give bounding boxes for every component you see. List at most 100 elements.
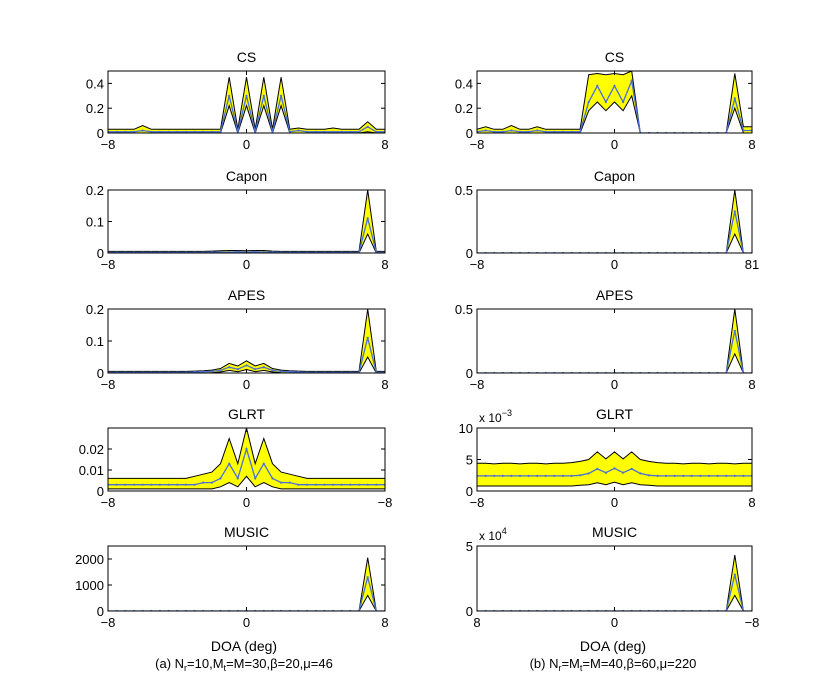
mean-point [604, 100, 608, 104]
confidence-band [477, 309, 752, 373]
mean-point [647, 474, 651, 477]
mean-point [570, 474, 573, 477]
mean-point [742, 474, 745, 477]
mean-point [699, 474, 702, 477]
y-tick-label: 0 [466, 604, 473, 619]
mean-point [375, 483, 378, 486]
confidence-band [108, 190, 385, 253]
y-tick-label: 0 [466, 246, 473, 261]
caption-right-part: =M=40,β=60,μ=220 [582, 656, 696, 671]
x-tick-label: 0 [611, 377, 618, 392]
y-tick-label: 0.2 [86, 183, 104, 198]
mean-point [323, 483, 326, 486]
x-tick-label: −8 [470, 377, 485, 392]
plot-area [108, 309, 385, 373]
mean-point [193, 130, 196, 133]
mean-point [228, 366, 231, 369]
mean-point [553, 474, 556, 477]
x-tick-label: 8 [381, 257, 388, 272]
mean-point [297, 129, 300, 132]
y-tick-label: 0 [97, 604, 104, 619]
mean-point [544, 130, 547, 133]
mean-point [742, 129, 745, 132]
mean-point [219, 130, 222, 133]
mean-point [271, 130, 274, 133]
mean-point [184, 483, 187, 486]
mean-point [349, 130, 352, 133]
mean-line [477, 574, 752, 611]
mean-point [570, 130, 573, 133]
x-tick-label: 0 [243, 137, 250, 152]
confidence-band [108, 557, 385, 611]
mean-point [297, 370, 300, 373]
mean-point [357, 483, 361, 486]
y-tick-label: 0 [97, 484, 104, 499]
upper-envelope-line [477, 555, 752, 611]
axes-frame [476, 545, 753, 612]
plot-area [477, 309, 752, 373]
mean-point [236, 477, 239, 480]
mean-point [210, 130, 213, 133]
caption-left: (a) Nr=10,Mt=M=30,β=20,μ=46 [155, 656, 333, 673]
mean-point [271, 477, 274, 480]
mean-point [184, 130, 187, 133]
y-tick-label: 5 [466, 453, 473, 468]
caption-right: (b) Nr=Mt=M=40,β=60,μ=220 [530, 656, 697, 673]
mean-point [323, 130, 326, 133]
mean-point [115, 130, 118, 133]
mean-point [725, 474, 728, 477]
upper-envelope-line [477, 451, 752, 465]
x-tick-label: 8 [748, 377, 755, 392]
mean-point [340, 130, 343, 133]
mean-point [202, 370, 205, 373]
mean-point [622, 100, 625, 104]
mean-point [484, 474, 487, 477]
y-tick-label: 0.01 [79, 463, 104, 478]
confidence-band [108, 309, 385, 373]
plot-area [108, 557, 385, 611]
mean-point [733, 210, 736, 213]
mean-point [176, 130, 179, 133]
x-tick-label: −8 [101, 257, 116, 272]
mean-point [579, 474, 582, 477]
plot-area [108, 428, 385, 490]
caption-right-part: (b) N [530, 656, 559, 671]
mean-point [245, 447, 248, 451]
mean-point [254, 477, 257, 480]
mean-point [228, 462, 231, 465]
mean-point [527, 474, 530, 477]
mean-point [366, 217, 369, 220]
y-exponent-power: −3 [502, 408, 512, 418]
mean-point [150, 130, 153, 133]
plot-area [477, 190, 752, 253]
mean-point [733, 573, 736, 576]
mean-point [245, 94, 248, 97]
axes-frame [107, 545, 386, 612]
mean-point [202, 481, 205, 484]
upper-envelope-line [108, 77, 385, 130]
caption-right-sub: t [580, 663, 583, 673]
caption-left-sub: t [224, 663, 227, 673]
mean-point [280, 370, 283, 373]
mean-point [124, 130, 127, 133]
x-tick-label: 81 [745, 257, 759, 272]
mean-point [527, 130, 530, 133]
plot-area [108, 77, 385, 133]
mean-point [332, 130, 335, 133]
mean-point [245, 364, 248, 367]
mean-point [656, 474, 659, 477]
x-tick-label: 8 [381, 615, 388, 630]
mean-point [288, 130, 291, 133]
mean-point [314, 483, 317, 486]
subplot-title: GLRT [596, 406, 634, 422]
mean-point [280, 481, 283, 484]
y-exponent-base: x 10 [479, 411, 502, 425]
mean-point [622, 471, 625, 474]
x-tick-label: 0 [611, 137, 618, 152]
mean-point [219, 369, 222, 372]
